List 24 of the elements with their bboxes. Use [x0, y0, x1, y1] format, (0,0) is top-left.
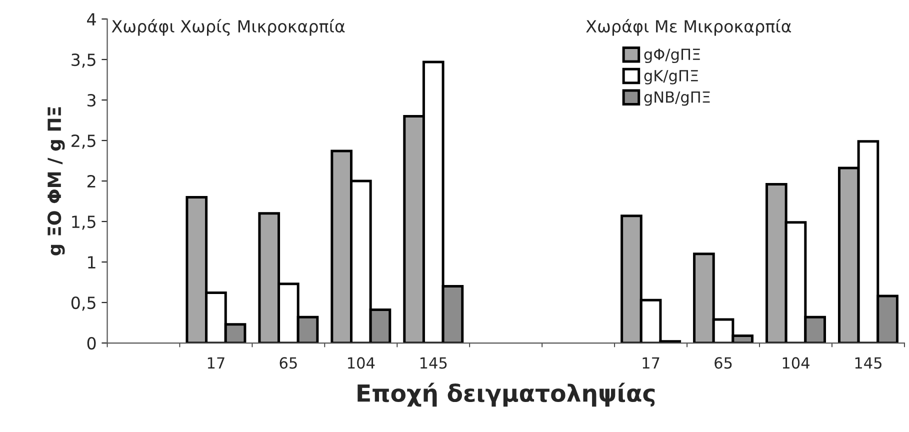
- y-axis-title: g ΞΟ ΦΜ / g ΠΞ: [47, 107, 65, 256]
- legend-label: gΦ/gΠΞ: [644, 48, 700, 64]
- y-tick-label: 3,5: [72, 53, 96, 68]
- x-axis-title: Εποχή δειγματοληψίας: [358, 382, 655, 407]
- legend-label: gK/gΠΞ: [644, 70, 698, 84]
- y-tick-label: 2: [87, 174, 96, 188]
- x-tick-label: 17: [642, 357, 660, 369]
- x-tick-label: 65: [714, 357, 732, 369]
- y-tick-label: 0,5: [71, 296, 96, 311]
- x-tick-label: 65: [280, 357, 297, 369]
- x-tick-label: 145: [855, 357, 882, 369]
- y-tick-label: 2,5: [72, 134, 96, 149]
- legend-label: gNB/gΠΞ: [644, 91, 710, 106]
- x-tick-label: 17: [208, 357, 224, 369]
- y-tick-label: 1: [88, 256, 96, 268]
- x-tick-label: 145: [420, 357, 447, 369]
- x-tick-label: 104: [782, 357, 810, 369]
- y-tick-label: 4: [87, 13, 96, 26]
- y-tick-label: 1,5: [72, 216, 96, 230]
- annotation: Χωράφι Χωρίς Μικροκαρπία: [112, 19, 345, 36]
- annotation: Χωράφι Με Μικροκαρπία: [586, 19, 792, 36]
- y-tick-label: 3: [88, 94, 96, 107]
- x-tick-label: 104: [348, 357, 375, 369]
- y-tick-label: 0: [87, 336, 96, 350]
